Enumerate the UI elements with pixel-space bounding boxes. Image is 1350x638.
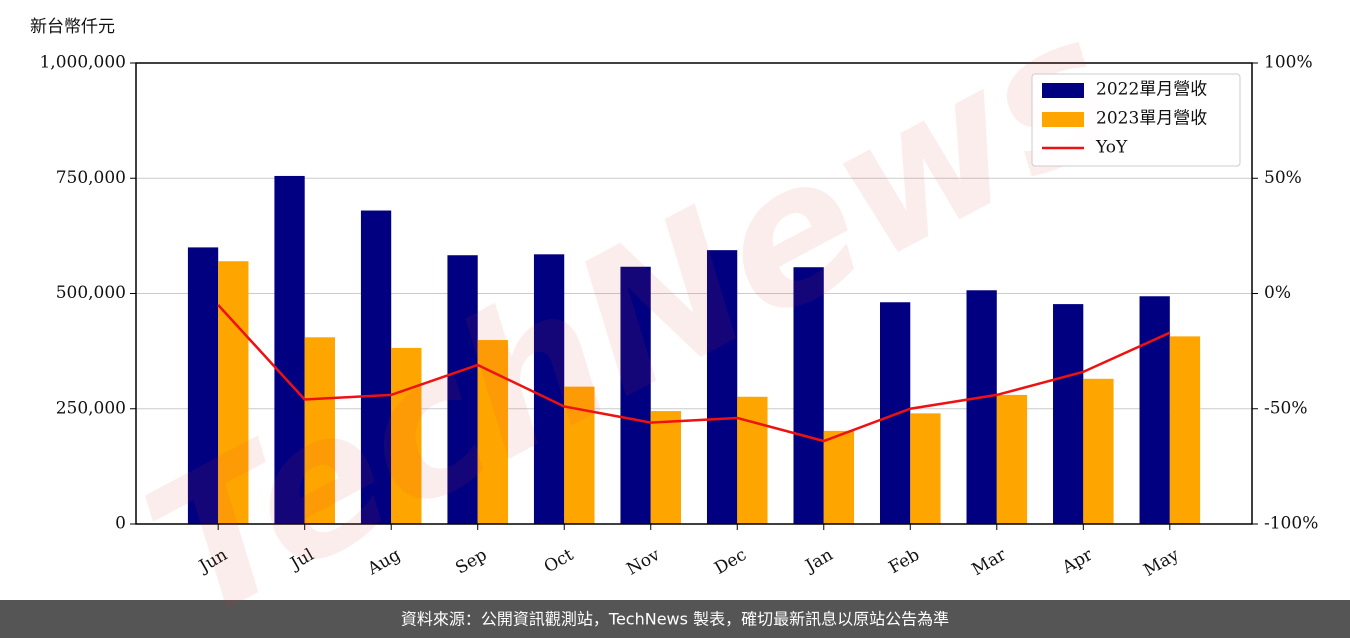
bar (304, 337, 335, 524)
bar (650, 411, 682, 524)
legend-swatch (1042, 83, 1084, 98)
footer: 資料來源：公開資訊觀測站，TechNews 製表，確切最新訊息以原站公告為準 (401, 610, 949, 629)
x-tick-label: Dec (711, 545, 750, 579)
bar (910, 413, 941, 524)
y-tick-label: 0 (115, 514, 126, 534)
y-tick-label: 1,000,000 (39, 53, 126, 73)
bar (793, 267, 824, 524)
footer-bar (0, 600, 1350, 638)
x-tick-label: Sep (452, 545, 490, 579)
y-tick-label: 500,000 (56, 283, 126, 303)
bar (218, 261, 249, 524)
y2-tick-label: 0% (1264, 283, 1291, 303)
y-tick-label: 250,000 (56, 398, 126, 418)
y2-tick-label: -50% (1264, 398, 1308, 418)
legend-swatch (1042, 112, 1084, 127)
legend: 2022單月營收 2023單月營收 YoY (1031, 73, 1241, 167)
y-tick-label: 750,000 (56, 168, 126, 188)
bar (996, 394, 1028, 524)
x-tick-label: Jan (801, 545, 837, 577)
legend-label: 2023單月營收 (1096, 109, 1207, 129)
x-tick-label: Mar (969, 544, 1011, 580)
bar (1083, 378, 1114, 524)
bar (823, 430, 855, 524)
bar (477, 340, 508, 524)
x-tick-label: Nov (623, 545, 663, 580)
bar (533, 254, 565, 524)
y2-tick-label: 50% (1264, 168, 1302, 188)
y2-tick-label: 100% (1264, 53, 1313, 73)
plot-frame (135, 62, 1253, 525)
bar (737, 396, 768, 524)
legend-label: 2022單月營收 (1096, 80, 1207, 100)
bar (274, 175, 305, 524)
bar (1169, 336, 1201, 524)
bar (1053, 304, 1084, 524)
bar (391, 347, 422, 524)
x-tick-label: Oct (541, 545, 577, 578)
bar (620, 266, 651, 524)
x-tick-label: Feb (885, 545, 923, 578)
x-tick-label: Apr (1058, 544, 1097, 578)
legend-label: YoY (1095, 138, 1128, 158)
bar (706, 250, 738, 524)
bar (447, 255, 478, 524)
x-tick-label: May (1140, 545, 1183, 581)
bar (187, 247, 219, 524)
y-axis-label: 新台幣仟元 (30, 17, 115, 37)
bar (1139, 296, 1170, 524)
watermark: TechNews (115, 0, 1153, 638)
line-series (217, 304, 1171, 443)
y2-tick-label: -100% (1264, 514, 1318, 534)
bar (966, 290, 997, 524)
bar (360, 210, 392, 524)
